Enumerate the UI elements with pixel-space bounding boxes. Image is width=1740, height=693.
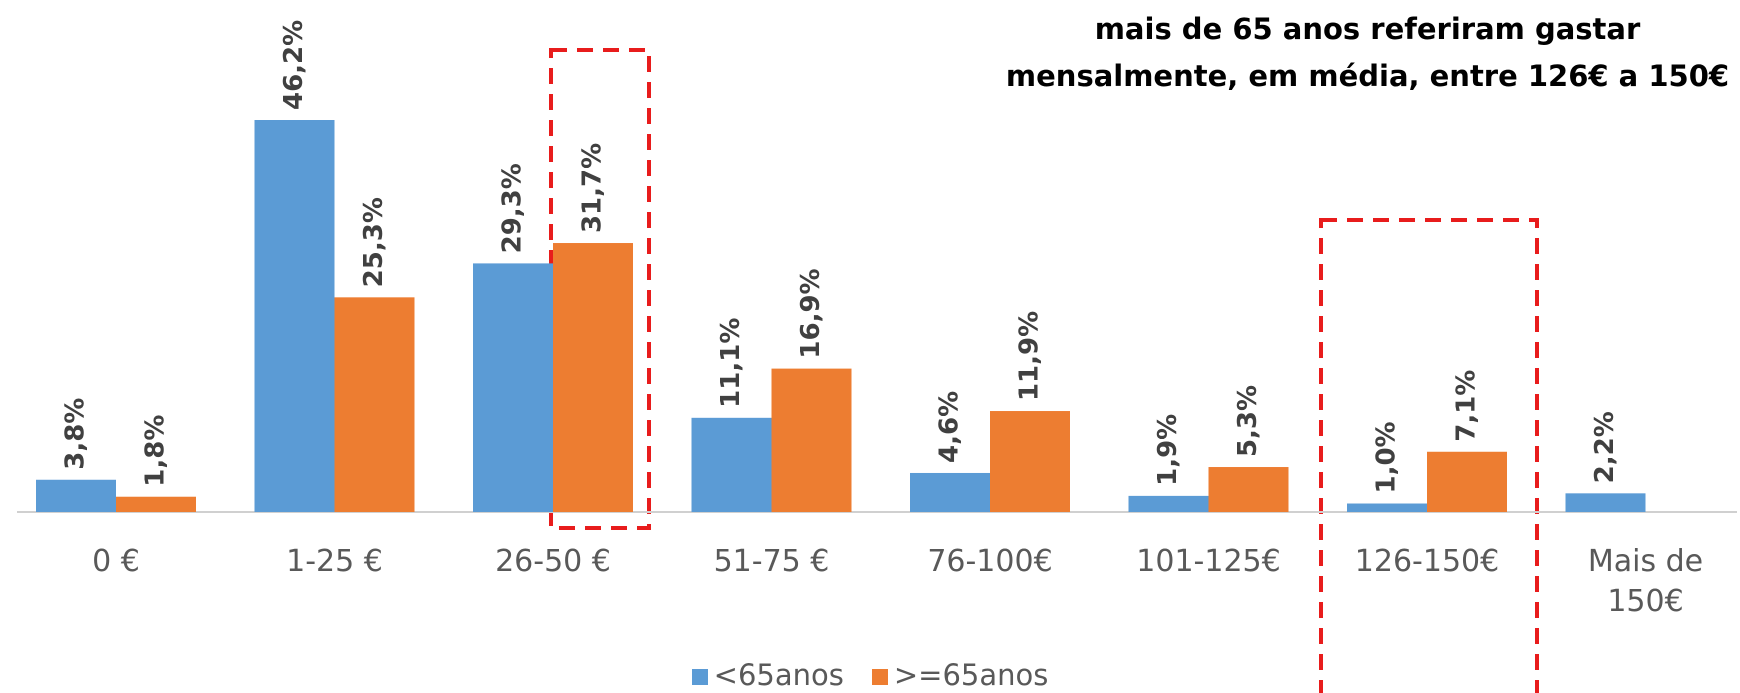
data-label: 31,7%: [578, 143, 608, 233]
x-tick-label: Mais de 150€: [1587, 544, 1704, 619]
bar: [1208, 467, 1289, 512]
bar: [691, 417, 772, 512]
legend-label: >=65anos: [893, 658, 1049, 692]
bar: [36, 479, 116, 512]
bar: [116, 496, 196, 512]
x-tick-label: 76-100€: [927, 544, 1053, 579]
legend-item: <65anos: [691, 658, 844, 692]
x-tick-label: 126-150€: [1354, 544, 1500, 579]
bar: [1427, 451, 1507, 512]
data-label: 46,2%: [279, 20, 309, 110]
data-label: 7,1%: [1452, 370, 1482, 442]
data-label: 1,0%: [1372, 421, 1402, 493]
legend-swatch: [871, 669, 888, 685]
x-tick-label: 1-25 €: [286, 544, 383, 579]
bar: [1347, 503, 1427, 512]
legend-label: <65anos: [713, 658, 844, 692]
x-tick-label: 0 €: [92, 544, 140, 579]
x-tick-label: 101-125€: [1136, 544, 1281, 579]
x-tick-label: 26-50 €: [495, 544, 611, 579]
data-label: 2,2%: [1590, 411, 1620, 483]
bar: [1565, 493, 1646, 512]
annotation: mais de 65 anos referiram gastar mensalm…: [1005, 12, 1730, 93]
legend-item: >=65anos: [871, 658, 1049, 692]
bar: [910, 472, 990, 512]
bar: [473, 263, 553, 512]
data-label: 11,1%: [716, 318, 746, 408]
data-label: 29,3%: [498, 163, 528, 253]
bar: [254, 120, 335, 512]
bar: [334, 297, 415, 512]
data-label: 16,9%: [796, 268, 826, 358]
data-label: 1,8%: [141, 415, 171, 487]
bar: [771, 368, 852, 512]
x-tick-label: 51-75 €: [713, 544, 830, 579]
data-label: 4,6%: [935, 391, 965, 463]
bar: [990, 411, 1070, 512]
data-label: 1,9%: [1153, 414, 1183, 486]
data-label: 5,3%: [1233, 385, 1263, 457]
data-label: 3,8%: [61, 398, 91, 470]
bar: [553, 243, 633, 512]
bar: [1128, 495, 1209, 512]
legend-swatch: [691, 669, 708, 685]
highlight-box: [1319, 218, 1539, 693]
data-label: 25,3%: [359, 197, 389, 287]
legend: <65anos >=65anos: [0, 658, 1740, 692]
data-label: 11,9%: [1015, 311, 1045, 401]
